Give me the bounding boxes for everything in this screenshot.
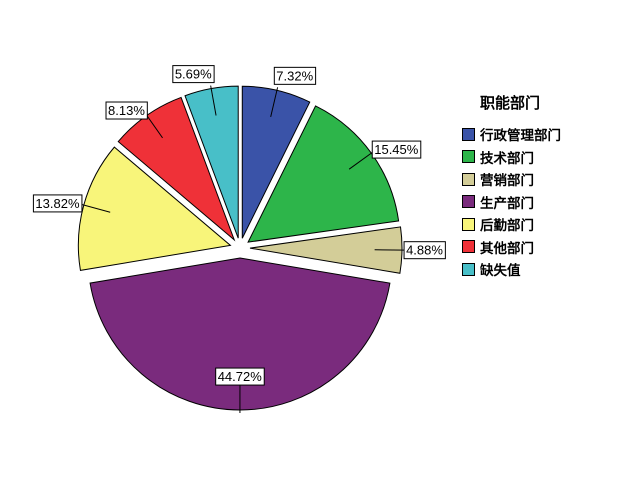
pie-data-labels: 7.32% 15.45% 4.88% 44.72% 13.82% 8.13% 5.69% (32, 65, 446, 414)
legend-swatch (462, 240, 475, 254)
pie-data-label-box (371, 140, 422, 159)
pie-data-label-box (403, 241, 446, 260)
legend-item: 营销部门 (462, 168, 561, 191)
legend-swatch (462, 127, 475, 141)
pie-slices (77, 85, 403, 411)
legend-label: 其他部门 (480, 240, 534, 257)
legend-label: 缺失值 (480, 263, 521, 280)
pie-data-label-box (215, 367, 265, 386)
legend-item: 后勤部门 (462, 213, 561, 236)
legend-item: 其他部门 (462, 236, 561, 259)
pie-data-label: 44.72% (215, 367, 265, 386)
pie-data-label-box (172, 65, 215, 84)
pie-data-label: 7.32% (273, 66, 317, 85)
legend-label: 生产部门 (480, 195, 534, 212)
legend-swatch (462, 195, 475, 209)
legend-item: 生产部门 (462, 191, 561, 214)
pie-data-label-text: 5.69% (175, 67, 212, 82)
pie-data-label-text: 13.82% (35, 196, 80, 211)
label-leader-line (210, 85, 217, 116)
pie-data-label-text: 7.32% (276, 68, 313, 83)
legend-swatch (462, 172, 475, 186)
pie-data-label-box (105, 101, 148, 120)
pie-data-label: 8.13% (105, 101, 148, 120)
label-leader-line (270, 87, 279, 118)
pie-data-label-text: 15.45% (374, 142, 419, 157)
pie-data-label: 13.82% (32, 194, 83, 213)
legend-item: 行政管理部门 (462, 123, 561, 146)
legend-label: 技术部门 (480, 150, 534, 167)
legend-items: 行政管理部门 技术部门营销部门生产部门后勤部门其他部门缺失值 (462, 123, 561, 281)
legend-swatch (462, 217, 475, 231)
pie-data-label: 5.69% (172, 65, 215, 84)
legend-item: 技术部门 (462, 146, 561, 169)
label-leader-line (144, 112, 163, 139)
legend-title: 职能部门 (480, 94, 541, 112)
legend: 职能部门 行政管理部门 技术部门营销部门生产部门后勤部门其他部门缺失值 (462, 92, 561, 281)
pie-data-label-box (273, 66, 317, 85)
label-leader-line (80, 203, 111, 213)
legend-swatch (462, 262, 475, 276)
legend-item: 缺失值 (462, 258, 561, 281)
legend-label: 后勤部门 (480, 218, 534, 235)
pie-data-label: 4.88% (403, 241, 446, 260)
pie-data-label: 15.45% (371, 140, 422, 159)
pie-data-label-text: 4.88% (406, 243, 443, 258)
label-leader-line (348, 150, 375, 170)
pie-data-label-text: 8.13% (108, 103, 145, 118)
legend-swatch (462, 150, 475, 164)
pie-data-label-text: 44.72% (218, 369, 263, 384)
legend-label: 营销部门 (480, 173, 534, 190)
pie-data-label-box (32, 194, 83, 213)
legend-label: 行政管理部门 (480, 128, 561, 145)
